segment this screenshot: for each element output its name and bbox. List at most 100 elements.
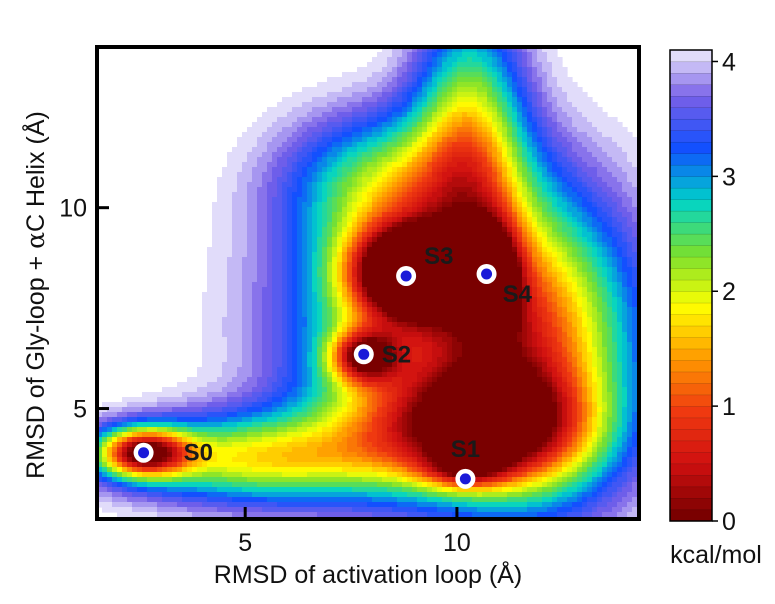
heatmap-cell	[372, 217, 378, 223]
heatmap-cell	[502, 112, 508, 118]
heatmap-cell	[337, 267, 343, 273]
heatmap-cell	[382, 152, 388, 158]
heatmap-cell	[562, 267, 568, 273]
heatmap-cell	[237, 282, 243, 288]
heatmap-cell	[597, 332, 603, 338]
heatmap-cell	[327, 232, 333, 238]
heatmap-cell	[592, 207, 598, 213]
heatmap-cell	[487, 242, 493, 248]
heatmap-cell	[367, 192, 373, 198]
heatmap-cell	[477, 222, 483, 228]
heatmap-cell	[332, 297, 338, 303]
heatmap-cell	[317, 267, 323, 273]
heatmap-cell	[437, 52, 443, 58]
heatmap-cell	[552, 112, 558, 118]
heatmap-cell	[422, 167, 428, 173]
heatmap-cell	[462, 302, 468, 308]
heatmap-cell	[372, 237, 378, 243]
heatmap-cell	[502, 212, 508, 218]
heatmap-cell	[327, 347, 333, 353]
heatmap-cell	[227, 202, 233, 208]
heatmap-cell	[477, 127, 483, 133]
heatmap-cell	[532, 62, 538, 68]
heatmap-cell	[347, 92, 353, 98]
heatmap-cell	[487, 252, 493, 258]
heatmap-cell	[562, 272, 568, 278]
heatmap-cell	[472, 212, 478, 218]
heatmap-cell	[222, 182, 228, 188]
heatmap-cell	[357, 132, 363, 138]
heatmap-cell	[547, 242, 553, 248]
heatmap-cell	[212, 202, 218, 208]
heatmap-cell	[312, 182, 318, 188]
heatmap-cell	[617, 272, 623, 278]
heatmap-cell	[357, 292, 363, 298]
heatmap-cell	[392, 332, 398, 338]
heatmap-cell	[467, 257, 473, 263]
heatmap-cell	[252, 237, 258, 243]
heatmap-cell	[277, 207, 283, 213]
heatmap-cell	[352, 82, 358, 88]
heatmap-cell	[547, 127, 553, 133]
heatmap-cell	[497, 142, 503, 148]
heatmap-cell	[442, 62, 448, 68]
heatmap-cell	[357, 317, 363, 323]
heatmap-cell	[487, 97, 493, 103]
heatmap-cell	[322, 357, 328, 363]
heatmap-cell	[402, 112, 408, 118]
heatmap-cell	[382, 317, 388, 323]
heatmap-cell	[542, 242, 548, 248]
heatmap-cell	[242, 192, 248, 198]
heatmap-cell	[332, 132, 338, 138]
heatmap-cell	[612, 187, 618, 193]
heatmap-cell	[457, 342, 463, 348]
heatmap-cell	[447, 262, 453, 268]
heatmap-cell	[352, 342, 358, 348]
heatmap-cell	[627, 142, 633, 148]
heatmap-cell	[292, 367, 298, 373]
heatmap-cell	[607, 247, 613, 253]
heatmap-cell	[297, 337, 303, 343]
heatmap-cell	[477, 227, 483, 233]
heatmap-cell	[597, 362, 603, 368]
heatmap-cell	[577, 312, 583, 318]
heatmap-cell	[592, 357, 598, 363]
heatmap-cell	[227, 307, 233, 313]
heatmap-cell	[287, 302, 293, 308]
heatmap-cell	[272, 202, 278, 208]
heatmap-cell	[492, 192, 498, 198]
heatmap-cell	[572, 92, 578, 98]
heatmap-cell	[257, 217, 263, 223]
heatmap-cell	[592, 297, 598, 303]
heatmap-cell	[632, 302, 638, 308]
heatmap-cell	[387, 262, 393, 268]
heatmap-cell	[562, 197, 568, 203]
heatmap-cell	[347, 357, 353, 363]
heatmap-cell	[437, 262, 443, 268]
heatmap-cell	[397, 52, 403, 58]
heatmap-cell	[542, 342, 548, 348]
heatmap-cell	[242, 352, 248, 358]
heatmap-cell	[417, 342, 423, 348]
heatmap-cell	[452, 177, 458, 183]
heatmap-cell	[242, 252, 248, 258]
heatmap-cell	[617, 282, 623, 288]
heatmap-cell	[522, 277, 528, 283]
heatmap-cell	[207, 257, 213, 263]
heatmap-cell	[427, 307, 433, 313]
heatmap-cell	[317, 182, 323, 188]
heatmap-cell	[307, 207, 313, 213]
heatmap-cell	[422, 57, 428, 63]
heatmap-cell	[567, 217, 573, 223]
heatmap-cell	[367, 142, 373, 148]
heatmap-cell	[432, 82, 438, 88]
heatmap-cell	[577, 362, 583, 368]
heatmap-cell	[612, 297, 618, 303]
heatmap-cell	[567, 202, 573, 208]
heatmap-cell	[612, 197, 618, 203]
heatmap-cell	[492, 172, 498, 178]
heatmap-cell	[477, 217, 483, 223]
heatmap-cell	[597, 182, 603, 188]
heatmap-cell	[377, 97, 383, 103]
heatmap-cell	[482, 252, 488, 258]
